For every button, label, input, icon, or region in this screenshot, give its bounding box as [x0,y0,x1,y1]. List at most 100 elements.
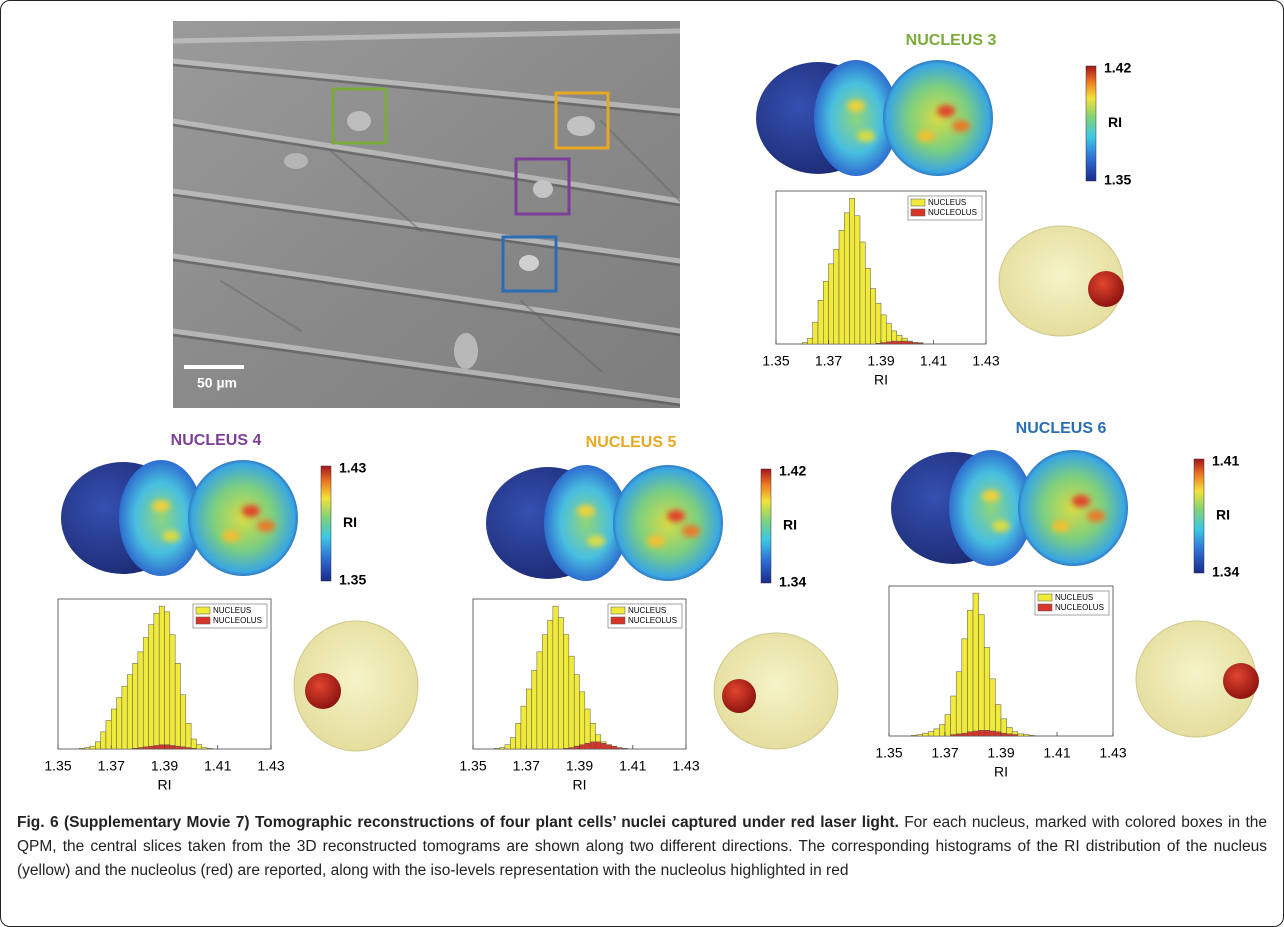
histogram-bar [880,314,887,345]
legend-label: NUCLEUS [628,606,666,615]
histogram-bar [595,741,602,750]
histogram-bar [196,744,203,750]
legend-label: NUCLEOLUS [213,616,262,625]
tomogram-detail [917,130,935,142]
histogram-bar [526,688,532,750]
histogram-bar [95,741,101,750]
tomogram-slice [188,460,298,576]
tomogram-detail [992,520,1010,532]
histogram-bar [933,728,940,737]
histogram-bar [950,734,957,737]
colorbar [1193,458,1205,574]
figure: 50 µm NUCLEUS 3 1.42 RI 1.35 1.35 1.37 1.39 1.4… [44,21,1259,793]
tomogram-detail [667,510,685,522]
tomogram-detail [162,530,180,542]
histogram-bar [802,342,808,345]
legend-label: NUCLEOLUS [1055,603,1104,612]
histogram-bar [190,748,197,750]
histogram-bar [978,730,985,737]
histogram-bar [912,342,918,345]
histogram-bar [1017,733,1024,737]
histogram-bar [916,734,923,737]
colorbar-label: RI [1216,507,1230,523]
histogram-bar [510,737,516,750]
histogram-bar [573,674,580,750]
histogram-bar [807,337,813,345]
histogram-bar [174,745,181,750]
histogram-bar [901,340,908,345]
histogram-bar [132,663,139,750]
histogram-bar [911,735,918,737]
colorbar-min: 1.34 [779,574,806,590]
x-tick-label: 1.37 [98,758,125,774]
histogram-bar [89,745,96,750]
histogram-bar [573,745,580,750]
histogram-bar [844,212,850,345]
colorbar-label: RI [343,514,357,530]
colorbar-max: 1.42 [779,463,806,479]
x-tick-label: 1.37 [513,758,540,774]
histogram-bar [190,738,197,750]
histogram-bar [1006,733,1013,737]
tomogram-detail [937,105,955,117]
nucleolus-surface [1223,663,1259,699]
x-tick-label: 1.41 [619,758,646,774]
histogram-bar [989,678,996,737]
histogram-bar [531,670,538,750]
histogram-bar [1011,734,1019,737]
histogram-bar [939,724,946,737]
legend-label: NUCLEOLUS [928,208,977,217]
colorbar [1085,65,1097,182]
tomogram-slice [119,460,203,576]
histogram-bar [84,747,91,750]
tomogram-detail [982,490,1000,502]
panel-title: NUCLEUS 6 [1016,420,1107,437]
colorbar-min: 1.35 [339,572,366,588]
histogram-bar [917,343,924,345]
tomogram-detail [587,535,605,547]
histogram-bar [886,341,892,345]
histogram-bar [494,748,500,750]
histogram-bar [833,249,840,345]
x-tick-label: 1.39 [987,745,1014,761]
legend-swatch [910,198,926,207]
tomogram-slice [814,60,898,176]
histogram-bar [552,605,559,750]
histogram-bar [111,708,117,750]
colorbar-label: RI [783,517,797,533]
histogram-bar [838,230,845,345]
histogram-bar [132,748,139,750]
x-tick-label: 1.39 [867,353,894,369]
nucleolus-surface [1088,271,1124,307]
histogram-bar [584,743,591,750]
histogram-bar [164,611,171,750]
histogram-bar [995,704,1002,737]
histogram-bar [100,731,107,750]
histogram-bar [105,720,112,750]
x-tick-label: 1.35 [459,758,486,774]
histogram-bar [185,747,192,750]
histogram-bar [600,743,607,750]
tomogram-detail [242,505,260,517]
histogram-bar [158,605,165,750]
legend-swatch [610,616,626,625]
colorbar-min: 1.34 [1212,564,1239,580]
legend-swatch [195,606,211,615]
x-tick-label: 1.39 [151,758,178,774]
nucleolus-surface [722,679,756,713]
histogram-bar [896,340,903,345]
tomogram-detail [847,100,865,112]
panel-title: NUCLEUS 3 [906,32,997,49]
microscopy-image: 50 µm [173,21,680,408]
histogram-bar [823,281,829,345]
histogram-bar [504,744,511,750]
iso-surface [713,632,839,750]
x-axis-label: RI [874,372,888,388]
x-tick-label: 1.39 [566,758,593,774]
histogram-bar [983,730,991,737]
histogram-bar [169,634,176,750]
histogram-bar [817,300,824,345]
legend-label: NUCLEUS [928,198,966,207]
tomogram-detail [1052,520,1070,532]
